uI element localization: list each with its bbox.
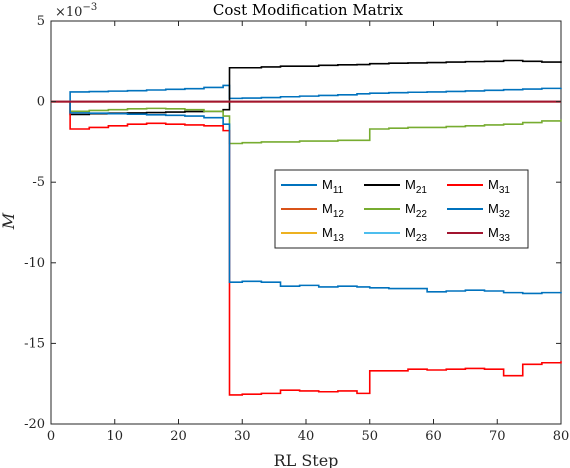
legend-label: M [405,201,416,216]
legend-subscript: 22 [416,209,428,220]
series-line-m32 [51,100,562,295]
legend-label: M [322,201,333,216]
legend-label: M [405,177,416,192]
legend-subscript: 13 [333,233,345,244]
legend-label: M [405,225,416,240]
scale-exponent: −3 [82,2,97,13]
x-tick-label: 50 [361,429,378,444]
legend-label: M [488,201,499,216]
legend-subscript: 12 [333,209,345,220]
legend-entry-m22: M22 [405,201,427,220]
legend-label: M [488,177,499,192]
legend-entry-m23: M23 [405,225,427,244]
legend-entry-m31: M31 [488,177,510,196]
scale-label: ×10 [55,5,82,20]
legend-label: M [322,225,333,240]
y-axis-title: M [0,212,18,230]
legend-subscript: 21 [416,185,428,196]
legend-entry-m11: M11 [322,177,344,196]
x-tick-label: 10 [106,429,123,444]
x-tick-label: 20 [170,429,187,444]
legend-entry-m32: M32 [488,201,510,220]
x-tick-label: 30 [234,429,251,444]
series-line-m22 [51,100,562,145]
legend-subscript: 23 [416,233,428,244]
x-tick-label: 80 [553,429,570,444]
legend-entry-m12: M12 [322,201,344,220]
legend-entry-m13: M13 [322,225,344,244]
x-tick-label: 60 [425,429,442,444]
legend-box [274,169,529,249]
legend-label: M [322,177,333,192]
x-tick-label: 70 [489,429,506,444]
y-tick-label: -20 [24,417,45,432]
svg-text:×10−3: ×10−3 [55,2,97,20]
x-tick-label: 0 [47,429,55,444]
series-line-m11 [51,84,562,103]
series-layer [51,59,562,396]
y-scale-factor: ×10−3 [55,2,97,20]
legend-subscript: 11 [333,185,344,196]
legend-label: M [488,225,499,240]
y-tick-label: -15 [24,336,45,351]
legend-subscript: 32 [499,209,511,220]
legend-subscript: 33 [499,233,511,244]
y-tick-label: 5 [37,14,45,29]
legend-entry-m21: M21 [405,177,427,196]
y-tick-label: 0 [37,95,45,110]
x-tick-label: 40 [298,429,315,444]
y-tick-label: -10 [24,256,45,271]
x-axis-title: RL Step [274,451,339,468]
legend-subscript: 31 [499,185,511,196]
series-line-m31 [51,100,562,396]
legend-entry-m33: M33 [488,225,510,244]
y-tick-label: -5 [32,175,45,190]
series-line-m21 [51,59,562,116]
chart-title: Cost Modification Matrix [213,1,404,19]
